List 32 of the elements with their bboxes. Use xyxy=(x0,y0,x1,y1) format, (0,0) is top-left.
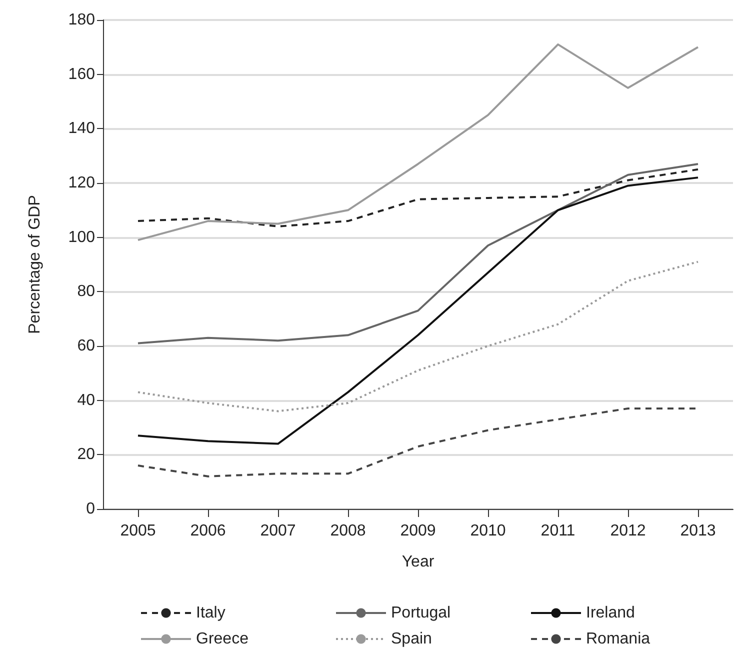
legend-label: Romania xyxy=(586,630,650,648)
line-series xyxy=(137,176,699,445)
y-tick-label: 0 xyxy=(86,500,96,518)
legend-label: Spain xyxy=(391,630,432,648)
y-tick-label: 180 xyxy=(68,12,96,28)
x-tick-label: 2008 xyxy=(330,522,366,540)
y-tick-label: 140 xyxy=(68,120,96,138)
x-tick-label: 2009 xyxy=(400,522,436,540)
legend-label: Ireland xyxy=(586,604,635,622)
line-series xyxy=(137,168,699,228)
line-series xyxy=(137,43,699,242)
y-tick-label: 40 xyxy=(77,392,96,409)
x-tick-label: 2007 xyxy=(260,522,296,540)
x-tick-label: 2013 xyxy=(680,522,716,540)
x-axis-title: Year xyxy=(402,554,435,570)
legend-label: Italy xyxy=(196,604,226,622)
legend-label: Greece xyxy=(196,630,249,648)
x-tick-label: 2005 xyxy=(120,522,156,540)
x-tick-label: 2012 xyxy=(610,522,646,540)
legend-label: Portugal xyxy=(391,604,451,622)
line-series xyxy=(137,260,699,412)
x-tick-label: 2006 xyxy=(190,522,226,540)
y-tick-label: 100 xyxy=(68,228,96,246)
y-axis-title: Percentage of GDP xyxy=(26,195,44,334)
y-tick-label: 80 xyxy=(77,283,96,300)
x-tick-label: 2010 xyxy=(470,522,506,540)
y-tick-label: 160 xyxy=(68,66,96,83)
x-tick-label: 2011 xyxy=(540,522,576,540)
line-series xyxy=(137,162,699,344)
y-tick-label: 20 xyxy=(77,446,96,464)
y-tick-label: 120 xyxy=(68,174,96,192)
y-tick-label: 60 xyxy=(77,338,96,354)
